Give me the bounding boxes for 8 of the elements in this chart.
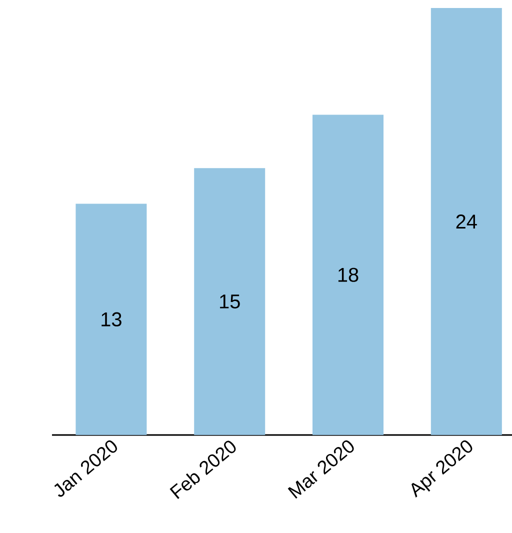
data-label: 15 — [220, 294, 240, 308]
bar — [430, 8, 502, 435]
bar — [312, 114, 384, 435]
data-label: 24 — [456, 214, 477, 228]
bar — [76, 204, 147, 435]
data-label: 18 — [338, 268, 358, 282]
data-label: 13 — [102, 312, 122, 326]
bar — [194, 168, 266, 435]
